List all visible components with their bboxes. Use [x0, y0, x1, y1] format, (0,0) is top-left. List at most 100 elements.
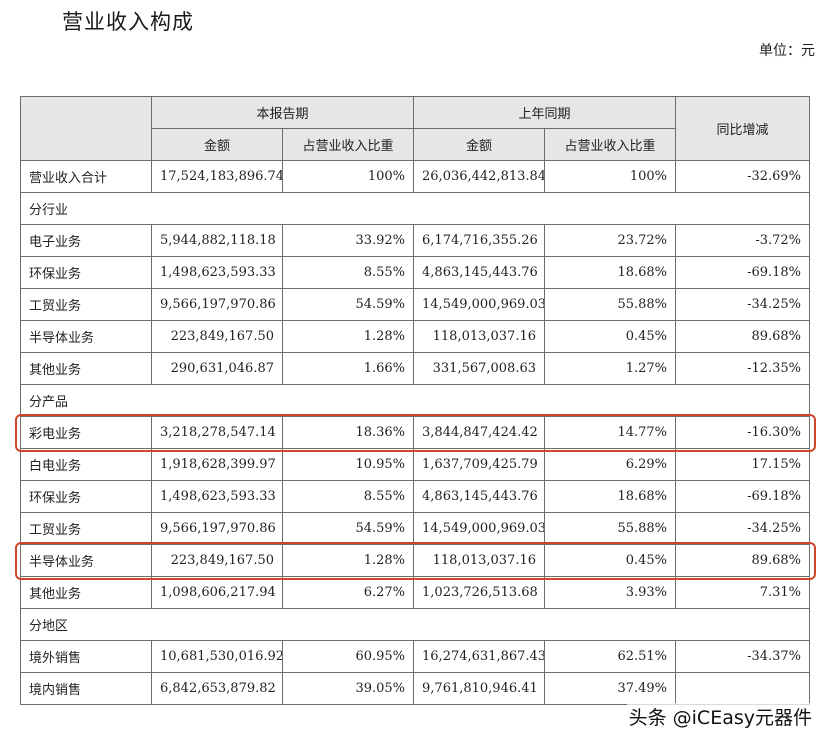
cell-current-share: 8.55% [281, 256, 415, 289]
row-label: 电子业务 [20, 224, 152, 257]
cell-prior-share: 0.45% [544, 320, 677, 353]
cell-yoy: -12.35% [675, 352, 811, 385]
cell-yoy [675, 672, 811, 705]
cell-current-share: 1.28% [281, 544, 415, 577]
watermark: 头条 @iCEasy元器件 [626, 703, 814, 730]
table-header: 本报告期 上年同期 同比增减 金额 占营业收入比重 金额 占营业收入比重 [20, 96, 811, 161]
cell-current-share: 8.55% [281, 480, 415, 513]
cell-current-share: 100% [281, 160, 415, 193]
table-row: 电子业务 5,944,882,118.18 33.92% 6,174,716,355.… [20, 224, 811, 257]
table-row: 工贸业务 9,566,197,970.86 54.59% 14,549,000,969… [20, 288, 811, 321]
cell-yoy: -34.25% [675, 512, 811, 545]
cell-yoy: -34.37% [675, 640, 811, 673]
cell-prior-share: 14.77% [544, 416, 677, 449]
cell-current-amount: 3,218,278,547.14 [151, 416, 283, 449]
table-row: 境外销售 10,681,530,016.92 60.95% 16,274,631,86… [20, 640, 811, 673]
table-row: 境内销售 6,842,653,879.82 39.05% 9,761,810,946.… [20, 672, 811, 705]
cell-current-amount: 9,566,197,970.86 [151, 288, 283, 321]
header-current-share: 占营业收入比重 [281, 128, 415, 161]
cell-current-share: 18.36% [281, 416, 415, 449]
cell-current-share: 39.05% [281, 672, 415, 705]
row-label: 环保业务 [20, 480, 152, 513]
cell-yoy: -32.69% [675, 160, 811, 193]
cell-prior-amount: 118,013,037.16 [413, 544, 546, 577]
page-title: 营业收入构成 [62, 10, 194, 34]
cell-prior-amount: 26,036,442,813.84 [413, 160, 546, 193]
table-row: 工贸业务 9,566,197,970.86 54.59% 14,549,000,969… [20, 512, 811, 545]
cell-prior-amount: 4,863,145,443.76 [413, 480, 546, 513]
row-label: 工贸业务 [20, 288, 152, 321]
unit-label: 单位：元 [759, 43, 815, 59]
section-label: 分行业 [19, 192, 811, 225]
cell-prior-amount: 1,637,709,425.79 [413, 448, 546, 481]
cell-current-amount: 17,524,183,896.74 [151, 160, 283, 193]
table-row: 白电业务 1,918,628,399.97 10.95% 1,637,709,425.… [20, 448, 811, 481]
section-row: 分行业 [19, 192, 811, 225]
cell-current-share: 60.95% [281, 640, 415, 673]
header-blank-cell [20, 96, 152, 161]
section-row: 分产品 [19, 384, 811, 417]
row-label: 半导体业务 [20, 544, 152, 577]
table-row: 其他业务 1,098,606,217.94 6.27% 1,023,726,513.6… [20, 576, 811, 609]
cell-prior-share: 37.49% [544, 672, 677, 705]
cell-current-amount: 290,631,046.87 [151, 352, 283, 385]
cell-yoy: 7.31% [675, 576, 811, 609]
cell-current-amount: 1,098,606,217.94 [151, 576, 283, 609]
cell-current-share: 1.28% [281, 320, 415, 353]
cell-prior-share: 55.88% [544, 288, 677, 321]
row-label: 境外销售 [20, 640, 152, 673]
section-row: 分地区 [19, 608, 811, 641]
table-row: 环保业务 1,498,623,593.33 8.55% 4,863,145,443.7… [20, 256, 811, 289]
row-label: 白电业务 [20, 448, 152, 481]
table-row: 其他业务 290,631,046.87 1.66% 331,567,008.63 1.2… [20, 352, 811, 385]
cell-prior-amount: 118,013,037.16 [413, 320, 546, 353]
cell-prior-amount: 9,761,810,946.41 [413, 672, 546, 705]
header-prior-period: 上年同期 [413, 96, 677, 129]
cell-yoy: -34.25% [675, 288, 811, 321]
cell-prior-share: 18.68% [544, 480, 677, 513]
cell-prior-amount: 14,549,000,969.03 [413, 288, 546, 321]
section-label: 分地区 [19, 608, 811, 641]
cell-prior-share: 55.88% [544, 512, 677, 545]
cell-prior-amount: 4,863,145,443.76 [413, 256, 546, 289]
header-current-period: 本报告期 [150, 96, 415, 129]
cell-prior-amount: 331,567,008.63 [413, 352, 546, 385]
total-row: 营业收入合计 17,524,183,896.74 100% 26,036,442,81… [20, 160, 811, 193]
cell-prior-amount: 14,549,000,969.03 [413, 512, 546, 545]
cell-current-share: 1.66% [281, 352, 415, 385]
cell-current-share: 10.95% [281, 448, 415, 481]
cell-yoy: -69.18% [675, 256, 811, 289]
cell-current-share: 6.27% [281, 576, 415, 609]
cell-prior-share: 0.45% [544, 544, 677, 577]
cell-prior-amount: 16,274,631,867.43 [413, 640, 546, 673]
row-label: 其他业务 [20, 576, 152, 609]
revenue-table: 本报告期 上年同期 同比增减 金额 占营业收入比重 金额 占营业收入比重 营业收… [19, 96, 811, 705]
row-label: 其他业务 [20, 352, 152, 385]
row-label: 半导体业务 [20, 320, 152, 353]
cell-prior-share: 62.51% [544, 640, 677, 673]
cell-current-share: 54.59% [281, 512, 415, 545]
row-label: 境内销售 [20, 672, 152, 705]
cell-prior-amount: 6,174,716,355.26 [413, 224, 546, 257]
cell-prior-share: 6.29% [544, 448, 677, 481]
cell-current-share: 54.59% [281, 288, 415, 321]
cell-current-amount: 6,842,653,879.82 [151, 672, 283, 705]
section-label: 分产品 [19, 384, 811, 417]
cell-yoy: -16.30% [675, 416, 811, 449]
table-body: 营业收入合计 17,524,183,896.74 100% 26,036,442,81… [19, 160, 811, 705]
table-row: 半导体业务 223,849,167.50 1.28% 118,013,037.16 0.… [20, 320, 811, 353]
cell-prior-share: 3.93% [544, 576, 677, 609]
cell-current-amount: 223,849,167.50 [151, 320, 283, 353]
cell-current-amount: 5,944,882,118.18 [151, 224, 283, 257]
table-row: 彩电业务 3,218,278,547.14 18.36% 3,844,847,424.… [20, 416, 811, 449]
cell-prior-share: 18.68% [544, 256, 677, 289]
cell-current-amount: 9,566,197,970.86 [151, 512, 283, 545]
row-label: 彩电业务 [20, 416, 152, 449]
header-current-amount: 金额 [151, 128, 283, 161]
cell-prior-share: 100% [544, 160, 677, 193]
row-label: 工贸业务 [20, 512, 152, 545]
row-label: 环保业务 [20, 256, 152, 289]
cell-yoy: 89.68% [675, 320, 811, 353]
table-row: 环保业务 1,498,623,593.33 8.55% 4,863,145,443.7… [20, 480, 811, 513]
cell-prior-share: 1.27% [544, 352, 677, 385]
